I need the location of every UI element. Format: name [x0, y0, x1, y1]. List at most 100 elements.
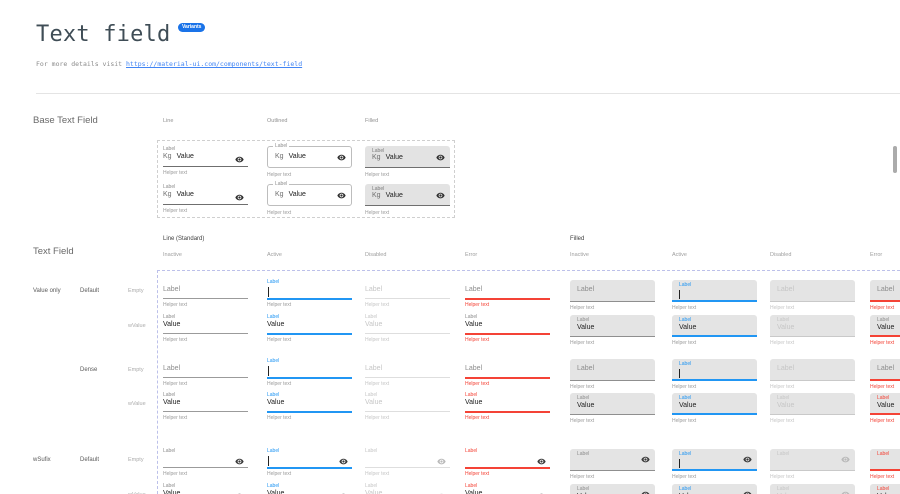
- text-field-filled-active-wsufix-empty[interactable]: Label Helper text: [672, 448, 757, 480]
- text-field-line-error-empty[interactable]: Label Helper text: [465, 279, 550, 309]
- text-field-line-disabled-wsufix-empty[interactable]: Label Helper text: [365, 448, 450, 478]
- text-field-filled-error-empty[interactable]: Label Helper text: [870, 358, 900, 390]
- text-field-filled-error-wvalue[interactable]: Label Value Helper text: [870, 314, 900, 346]
- filled-box: Label: [770, 449, 855, 471]
- helper-text: Helper text: [770, 474, 795, 480]
- field-label: Label: [877, 451, 890, 457]
- text-field-filled-disabled-empty[interactable]: Label Helper text: [770, 279, 855, 311]
- text-field-filled-active-empty[interactable]: Label Helper text: [672, 279, 757, 311]
- text-field-filled-inactive-empty[interactable]: Label Helper text: [570, 358, 655, 390]
- text-field-filled-inactive-empty[interactable]: Label Helper text: [570, 279, 655, 311]
- helper-text: Helper text: [267, 415, 292, 421]
- field-value: Value: [385, 192, 403, 199]
- state-header-filled-inactive: Inactive: [570, 252, 589, 258]
- field-label: Label: [365, 392, 378, 398]
- text-field-line-active-empty[interactable]: Label Helper text: [267, 358, 352, 388]
- field-label: Label: [679, 486, 692, 492]
- field-label: Label: [273, 181, 290, 187]
- text-field-line-disabled-wvalue[interactable]: Label Value Helper text: [365, 314, 450, 344]
- docs-link[interactable]: https://material-ui.com/components/text-…: [126, 60, 303, 68]
- helper-text: Helper text: [267, 210, 292, 216]
- field-value: Value: [777, 324, 795, 331]
- text-field-filled-inactive-wvalue[interactable]: Label Value Helper text: [570, 392, 655, 424]
- base-text-field-filled-1[interactable]: Label Kg Value Helper text: [365, 146, 450, 178]
- prefix-adornment: Kg: [163, 153, 172, 160]
- helper-text: Helper text: [365, 302, 390, 308]
- field-value: Value: [679, 324, 697, 331]
- helper-text: Helper text: [163, 302, 188, 308]
- text-field-line-active-wvalue[interactable]: Label Value Helper text: [267, 392, 352, 422]
- field-label: Label: [877, 486, 890, 492]
- text-field-line-disabled-empty[interactable]: Label Helper text: [365, 279, 450, 309]
- text-field-line-active-wsufix-empty[interactable]: Label Helper text: [267, 448, 352, 478]
- text-field-filled-disabled-empty[interactable]: Label Helper text: [770, 358, 855, 390]
- state-header-line-active: Active: [267, 252, 282, 258]
- text-field-line-disabled-wvalue[interactable]: Label Value Helper text: [365, 392, 450, 422]
- text-field-filled-active-wvalue[interactable]: Label Value Helper text: [672, 392, 757, 424]
- text-field-line-active-empty[interactable]: Label Helper text: [267, 279, 352, 309]
- visibility-icon: [641, 455, 650, 464]
- text-field-line-error-wvalue[interactable]: Label Value Helper text: [465, 314, 550, 344]
- field-label: Label: [877, 286, 895, 293]
- field-text: Kg Value: [372, 192, 403, 199]
- base-text-field-filled-2[interactable]: Label Kg Value Helper text: [365, 184, 450, 216]
- field-label: Label: [267, 483, 280, 489]
- text-field-line-inactive-empty[interactable]: Label Helper text: [163, 279, 248, 309]
- prefix-adornment: Kg: [372, 154, 381, 161]
- base-text-field-outlined-2[interactable]: Label Kg Value Helper text: [267, 181, 352, 216]
- text-field-filled-error-wsufix-empty[interactable]: Label Helper text: [870, 448, 900, 480]
- text-field-filled-active-empty[interactable]: Label Helper text: [672, 358, 757, 390]
- base-text-field-line-1[interactable]: Label Kg Value Helper text: [163, 146, 248, 178]
- text-field-line-inactive-wsufix-empty[interactable]: Label Helper text: [163, 448, 248, 478]
- text-field-filled-active-wvalue[interactable]: Label Value Helper text: [672, 314, 757, 346]
- base-text-field-line-2[interactable]: Label Kg Value Helper text: [163, 184, 248, 216]
- field-underline: [163, 298, 248, 299]
- text-field-line-error-wsufix-empty[interactable]: Label Helper text: [465, 448, 550, 478]
- scrollbar-thumb[interactable]: [893, 146, 897, 173]
- text-field-line-active-wvalue[interactable]: Label Value Helper text: [267, 314, 352, 344]
- visibility-icon: [235, 457, 244, 466]
- text-field-line-error-wvalue[interactable]: Label Value Helper text: [465, 392, 550, 422]
- field-value: Value: [288, 153, 306, 160]
- field-value: Value: [176, 153, 194, 160]
- text-field-line-disabled-empty[interactable]: Label Helper text: [365, 358, 450, 388]
- field-label: Label: [365, 483, 378, 489]
- field-label: Label: [777, 451, 790, 457]
- text-field-filled-error-wvalue[interactable]: Label Value Helper text: [870, 392, 900, 424]
- field-label: Label: [163, 286, 181, 293]
- text-field-line-inactive-empty[interactable]: Label Helper text: [163, 358, 248, 388]
- field-text: Kg Value: [163, 153, 194, 160]
- text-field-filled-inactive-wsufix-empty[interactable]: Label Helper text: [570, 448, 655, 480]
- field-label: Label: [365, 314, 378, 320]
- text-field-line-error-empty[interactable]: Label Helper text: [465, 358, 550, 388]
- field-value: Value: [288, 191, 306, 198]
- field-value: Value: [465, 321, 483, 328]
- filled-box: Label: [672, 280, 757, 302]
- matrix-section-heading: Text Field: [33, 246, 74, 257]
- row-state-label: wValue: [128, 323, 146, 329]
- text-field-filled-disabled-wsufix-empty[interactable]: Label Helper text: [770, 448, 855, 480]
- base-text-field-outlined-1[interactable]: Label Kg Value Helper text: [267, 143, 352, 178]
- text-field-filled-error-empty[interactable]: Label Helper text: [870, 279, 900, 311]
- text-field-filled-inactive-wvalue[interactable]: Label Value Helper text: [570, 314, 655, 346]
- field-value: Value: [385, 154, 403, 161]
- field-underline: [465, 377, 550, 379]
- row-size-label: Dense: [80, 367, 98, 373]
- text-field-filled-disabled-wvalue[interactable]: Label Value Helper text: [770, 392, 855, 424]
- field-label: Label: [267, 448, 280, 454]
- field-label: Label: [163, 483, 176, 489]
- text-field-line-inactive-wvalue[interactable]: Label Value Helper text: [163, 314, 248, 344]
- visibility-icon: [337, 153, 346, 162]
- text-cursor: [679, 369, 680, 378]
- text-field-line-inactive-wvalue[interactable]: Label Value Helper text: [163, 392, 248, 422]
- text-field-filled-disabled-wvalue[interactable]: Label Value Helper text: [770, 314, 855, 346]
